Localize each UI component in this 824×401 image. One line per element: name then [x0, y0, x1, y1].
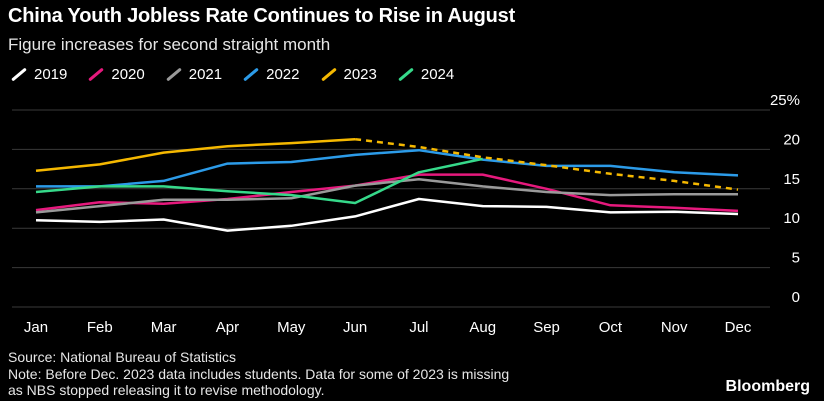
series-layer	[35, 137, 739, 232]
x-tick-label: Sep	[533, 319, 560, 336]
x-tick-label: Oct	[599, 319, 623, 336]
legend: 2019 2020 2021 2022 2023 2024	[10, 66, 474, 83]
x-tick-label: Jan	[24, 319, 48, 336]
x-tick-label: Dec	[725, 319, 752, 336]
series-line-2023	[35, 137, 356, 172]
source-note: Source: National Bureau of Statistics	[8, 349, 237, 365]
series-line-2022	[36, 148, 739, 188]
y-tick-label: 15	[783, 171, 800, 188]
legend-item-2021: 2021	[165, 66, 222, 83]
x-tick-label: Nov	[661, 319, 688, 336]
x-tick-label: Aug	[469, 319, 496, 336]
grid-layer	[12, 109, 770, 308]
chart-subtitle: Figure increases for second straight mon…	[8, 35, 331, 54]
chart-title: China Youth Jobless Rate Continues to Ri…	[8, 5, 516, 27]
x-tick-label: Feb	[87, 319, 113, 336]
methodology-note-line2: as NBS stopped releasing it to revise me…	[8, 382, 325, 398]
x-tick-label: Apr	[216, 319, 239, 336]
y-tick-label: 20	[783, 131, 800, 148]
legend-item-2020: 2020	[87, 66, 145, 83]
y-tick-label: 0	[792, 289, 800, 306]
legend-label: 2021	[188, 66, 223, 83]
legend-label: 2022	[266, 66, 300, 83]
legend-item-2022: 2022	[242, 66, 300, 83]
legend-label: 2024	[420, 66, 455, 83]
y-tick-label: 10	[783, 210, 800, 227]
series-line-2024	[35, 157, 483, 205]
series-line-2020	[35, 173, 739, 213]
bloomberg-logo: Bloomberg	[725, 378, 810, 395]
series-line-2019	[35, 197, 739, 232]
legend-label: 2020	[111, 66, 145, 83]
series-line-2021	[35, 178, 738, 214]
x-tick-label: Mar	[151, 319, 177, 336]
x-tick-label: Jul	[409, 319, 428, 336]
y-tick-label: 25%	[770, 92, 800, 109]
x-tick-label: May	[277, 319, 306, 336]
x-tick-label: Jun	[343, 319, 367, 336]
methodology-note-line1: Note: Before Dec. 2023 data includes stu…	[8, 366, 510, 382]
series-line-2023-dashed-	[354, 137, 739, 191]
legend-label: 2019	[34, 66, 68, 83]
y-tick-label: 5	[792, 250, 800, 267]
legend-label: 2023	[343, 66, 377, 83]
legend-item-2023: 2023	[320, 66, 377, 83]
y-tick-layer: 0 5 10 15 20 25%	[770, 92, 800, 306]
legend-item-2019: 2019	[10, 66, 67, 83]
x-tick-layer: Jan Feb Mar Apr May Jun Jul Aug Sep Oct Nov Dec	[24, 319, 752, 336]
legend-item-2024: 2024	[397, 66, 454, 83]
